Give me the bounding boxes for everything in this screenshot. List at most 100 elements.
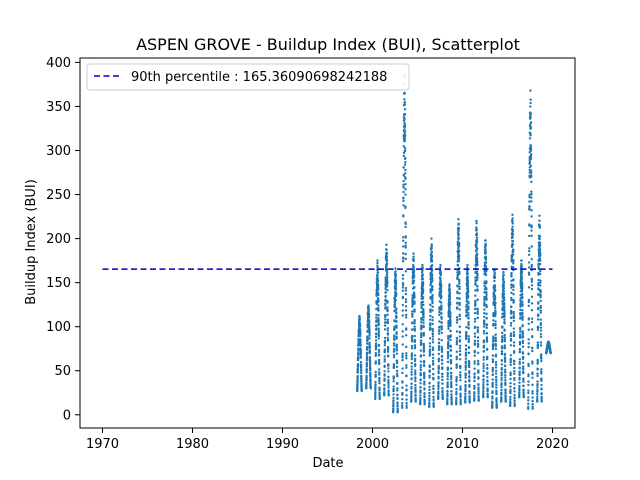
data-point	[432, 405, 435, 409]
data-point	[527, 345, 530, 349]
data-point	[486, 380, 489, 383]
data-point	[457, 260, 461, 263]
data-point	[437, 357, 441, 361]
data-point	[431, 346, 435, 349]
data-point	[486, 383, 489, 386]
data-point	[483, 301, 486, 304]
data-point	[422, 325, 425, 329]
data-point	[431, 301, 434, 305]
data-point	[385, 284, 389, 288]
data-point	[502, 289, 505, 292]
data-point	[357, 351, 360, 355]
data-point	[413, 293, 416, 296]
data-point	[527, 391, 530, 395]
data-point	[518, 376, 521, 379]
data-point	[446, 378, 449, 381]
data-point	[511, 217, 514, 220]
data-point	[477, 396, 480, 400]
data-point	[428, 337, 432, 340]
data-point	[446, 394, 449, 397]
data-point	[377, 350, 381, 354]
data-point	[536, 343, 540, 346]
data-point	[504, 383, 507, 387]
data-point	[377, 304, 380, 307]
data-point	[504, 373, 507, 377]
data-point	[376, 275, 379, 279]
data-point	[405, 334, 408, 337]
data-point	[377, 337, 380, 340]
data-point	[512, 259, 515, 262]
data-point	[502, 270, 505, 274]
data-point	[404, 225, 407, 229]
data-point	[459, 366, 462, 370]
data-point	[384, 307, 387, 310]
data-point	[536, 372, 539, 375]
data-point	[365, 365, 368, 368]
data-point	[395, 312, 398, 315]
data-point	[458, 287, 461, 291]
data-point	[473, 391, 476, 394]
data-point	[360, 376, 363, 380]
data-point	[529, 148, 533, 151]
data-point	[476, 316, 479, 320]
data-point	[474, 307, 477, 311]
data-point	[359, 360, 363, 364]
data-point	[383, 348, 387, 351]
data-point	[413, 346, 417, 349]
data-point	[428, 376, 431, 379]
data-point	[527, 253, 531, 256]
data-point	[395, 332, 398, 335]
data-point	[530, 171, 533, 174]
data-point	[485, 270, 488, 273]
data-point	[447, 323, 450, 326]
data-point	[511, 232, 515, 236]
data-point	[473, 354, 476, 357]
data-point	[530, 175, 533, 178]
data-point	[455, 387, 458, 391]
x-axis-ticks: 1970 1980 1990 2000 2010 2020	[86, 428, 569, 452]
legend: 90th percentile : 165.36090698242188	[86, 63, 410, 91]
data-point	[513, 366, 516, 370]
data-point	[402, 173, 405, 177]
data-point	[410, 335, 414, 338]
data-point	[449, 358, 453, 362]
data-point	[476, 330, 480, 334]
data-point	[450, 393, 453, 396]
data-point	[395, 369, 399, 373]
data-point	[404, 193, 407, 196]
data-point	[491, 378, 494, 381]
data-point	[449, 311, 452, 315]
data-point	[401, 236, 405, 239]
data-point	[482, 355, 485, 359]
data-point	[482, 387, 485, 390]
data-point	[403, 98, 406, 101]
data-point	[484, 273, 488, 276]
data-point	[421, 263, 424, 267]
data-point	[473, 375, 476, 379]
x-axis-label: Date	[312, 456, 343, 471]
data-point	[378, 377, 381, 381]
data-point	[539, 259, 542, 262]
data-point	[405, 354, 408, 358]
data-point	[459, 403, 462, 406]
data-point	[428, 369, 431, 372]
data-point	[387, 394, 390, 397]
data-point	[491, 390, 494, 393]
data-point	[521, 352, 525, 355]
data-point	[441, 375, 444, 378]
data-point	[531, 392, 534, 395]
data-point	[378, 368, 381, 371]
data-point	[383, 358, 386, 361]
data-point	[383, 390, 386, 394]
data-point	[528, 234, 531, 238]
data-point	[401, 330, 404, 333]
data-point	[467, 300, 470, 304]
data-point	[428, 342, 432, 345]
data-point	[395, 326, 398, 329]
data-point	[464, 357, 468, 360]
data-point	[359, 366, 363, 369]
data-point	[404, 292, 408, 296]
data-point	[403, 92, 406, 95]
data-point	[529, 164, 533, 168]
data-point	[539, 279, 542, 282]
